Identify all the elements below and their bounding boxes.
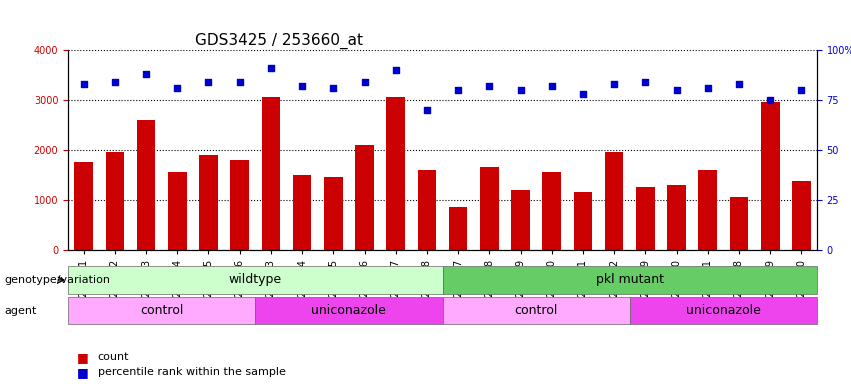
Bar [729, 197, 748, 250]
Point [608, 81, 621, 87]
Point [545, 83, 558, 89]
Text: wildtype: wildtype [229, 273, 282, 286]
Bar [168, 172, 186, 250]
Text: GDS3425 / 253660_at: GDS3425 / 253660_at [196, 32, 363, 48]
Point [420, 107, 434, 113]
Point [77, 81, 90, 87]
Point [763, 97, 777, 103]
Point [670, 87, 683, 93]
Bar [261, 98, 280, 250]
Point [295, 83, 309, 89]
Text: uniconazole: uniconazole [311, 304, 386, 317]
Point [795, 87, 808, 93]
Point [701, 85, 715, 91]
Text: count: count [98, 352, 129, 362]
Bar [74, 162, 93, 250]
FancyBboxPatch shape [630, 297, 817, 324]
Text: ■: ■ [77, 351, 89, 364]
Bar [542, 172, 561, 250]
FancyBboxPatch shape [68, 297, 255, 324]
Text: genotype/variation: genotype/variation [4, 275, 111, 285]
Bar [199, 155, 218, 250]
Point [389, 67, 403, 73]
Text: control: control [515, 304, 557, 317]
Text: uniconazole: uniconazole [686, 304, 761, 317]
FancyBboxPatch shape [255, 297, 443, 324]
Point [483, 83, 496, 89]
Bar [761, 103, 780, 250]
Bar [137, 120, 156, 250]
Bar [231, 160, 249, 250]
FancyBboxPatch shape [443, 266, 817, 294]
Point [638, 79, 652, 85]
Text: control: control [140, 304, 183, 317]
Point [233, 79, 247, 85]
FancyBboxPatch shape [443, 297, 630, 324]
Point [327, 85, 340, 91]
Text: ■: ■ [77, 366, 89, 379]
Bar [386, 98, 405, 250]
Point [514, 87, 528, 93]
Text: pkl mutant: pkl mutant [596, 273, 664, 286]
Point [576, 91, 590, 97]
Text: percentile rank within the sample: percentile rank within the sample [98, 367, 286, 377]
Point [264, 65, 277, 71]
Bar [355, 145, 374, 250]
Point [108, 79, 122, 85]
Bar [605, 152, 624, 250]
Bar [511, 190, 530, 250]
Point [202, 79, 215, 85]
Point [170, 85, 184, 91]
FancyBboxPatch shape [68, 266, 443, 294]
Bar [699, 170, 717, 250]
Point [451, 87, 465, 93]
Text: agent: agent [4, 306, 37, 316]
Bar [792, 181, 811, 250]
Bar [324, 177, 343, 250]
Bar [480, 167, 499, 250]
Bar [293, 175, 311, 250]
Point [140, 71, 153, 77]
Bar [106, 152, 124, 250]
Bar [418, 170, 437, 250]
Bar [574, 192, 592, 250]
Point [732, 81, 745, 87]
Bar [636, 187, 654, 250]
Point [357, 79, 371, 85]
Bar [448, 207, 467, 250]
Bar [667, 185, 686, 250]
